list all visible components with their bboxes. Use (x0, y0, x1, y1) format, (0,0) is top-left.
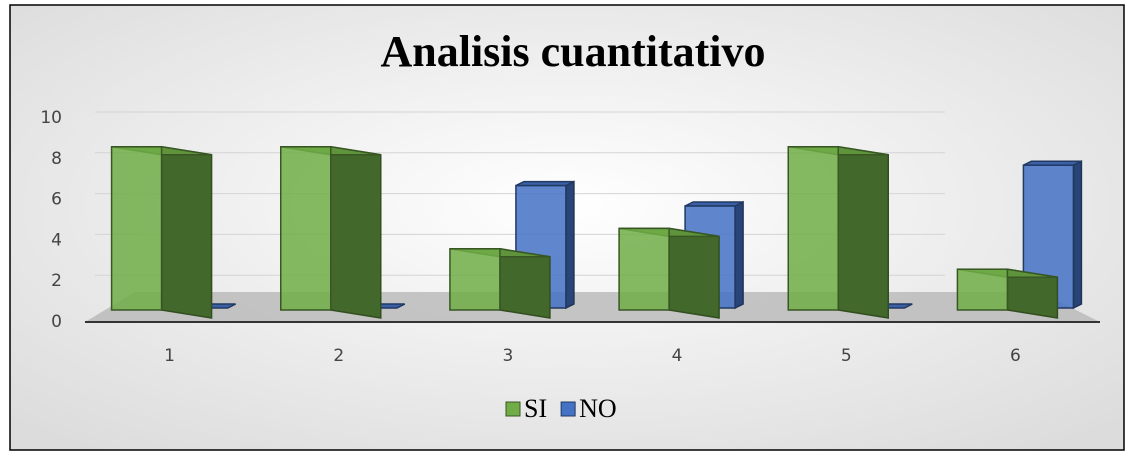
y-tick-label: 2 (51, 271, 62, 291)
y-tick-label: 8 (51, 149, 62, 169)
bar (110, 145, 213, 319)
legend-swatch (560, 401, 576, 417)
x-tick-label: 2 (333, 346, 344, 366)
x-tick-label: 6 (1010, 346, 1021, 366)
legend-label: SI (524, 394, 547, 423)
y-tick-label: 6 (51, 190, 62, 210)
bar-face (160, 145, 213, 319)
bar-face (668, 227, 720, 319)
x-tick-label: 3 (503, 346, 514, 366)
bar-face (787, 146, 839, 311)
bar-face (565, 180, 575, 310)
bar-face (734, 200, 744, 310)
bar-face (837, 145, 889, 319)
bar-face (330, 145, 382, 319)
y-tick-label: 0 (51, 312, 62, 332)
bar (956, 268, 1059, 319)
bar-face (499, 247, 551, 319)
legend-swatch (505, 401, 521, 417)
floor (85, 292, 1100, 322)
x-tick-label: 4 (672, 346, 683, 366)
bar (618, 227, 720, 319)
x-tick-label: 1 (164, 346, 175, 366)
legend-label: NO (579, 394, 617, 423)
y-tick-label: 10 (40, 108, 62, 128)
bar (787, 145, 889, 319)
bar-face (1072, 159, 1083, 310)
bar-face (956, 268, 1009, 311)
x-tick-label: 5 (841, 346, 852, 366)
bar-face (449, 248, 501, 311)
bar-face (280, 146, 332, 311)
bar-face (110, 146, 163, 311)
chart-title: Analisis cuantitativo (380, 27, 765, 76)
bar-face (618, 227, 670, 311)
bar (280, 145, 382, 319)
bar (449, 247, 551, 319)
y-tick-label: 4 (51, 230, 62, 250)
